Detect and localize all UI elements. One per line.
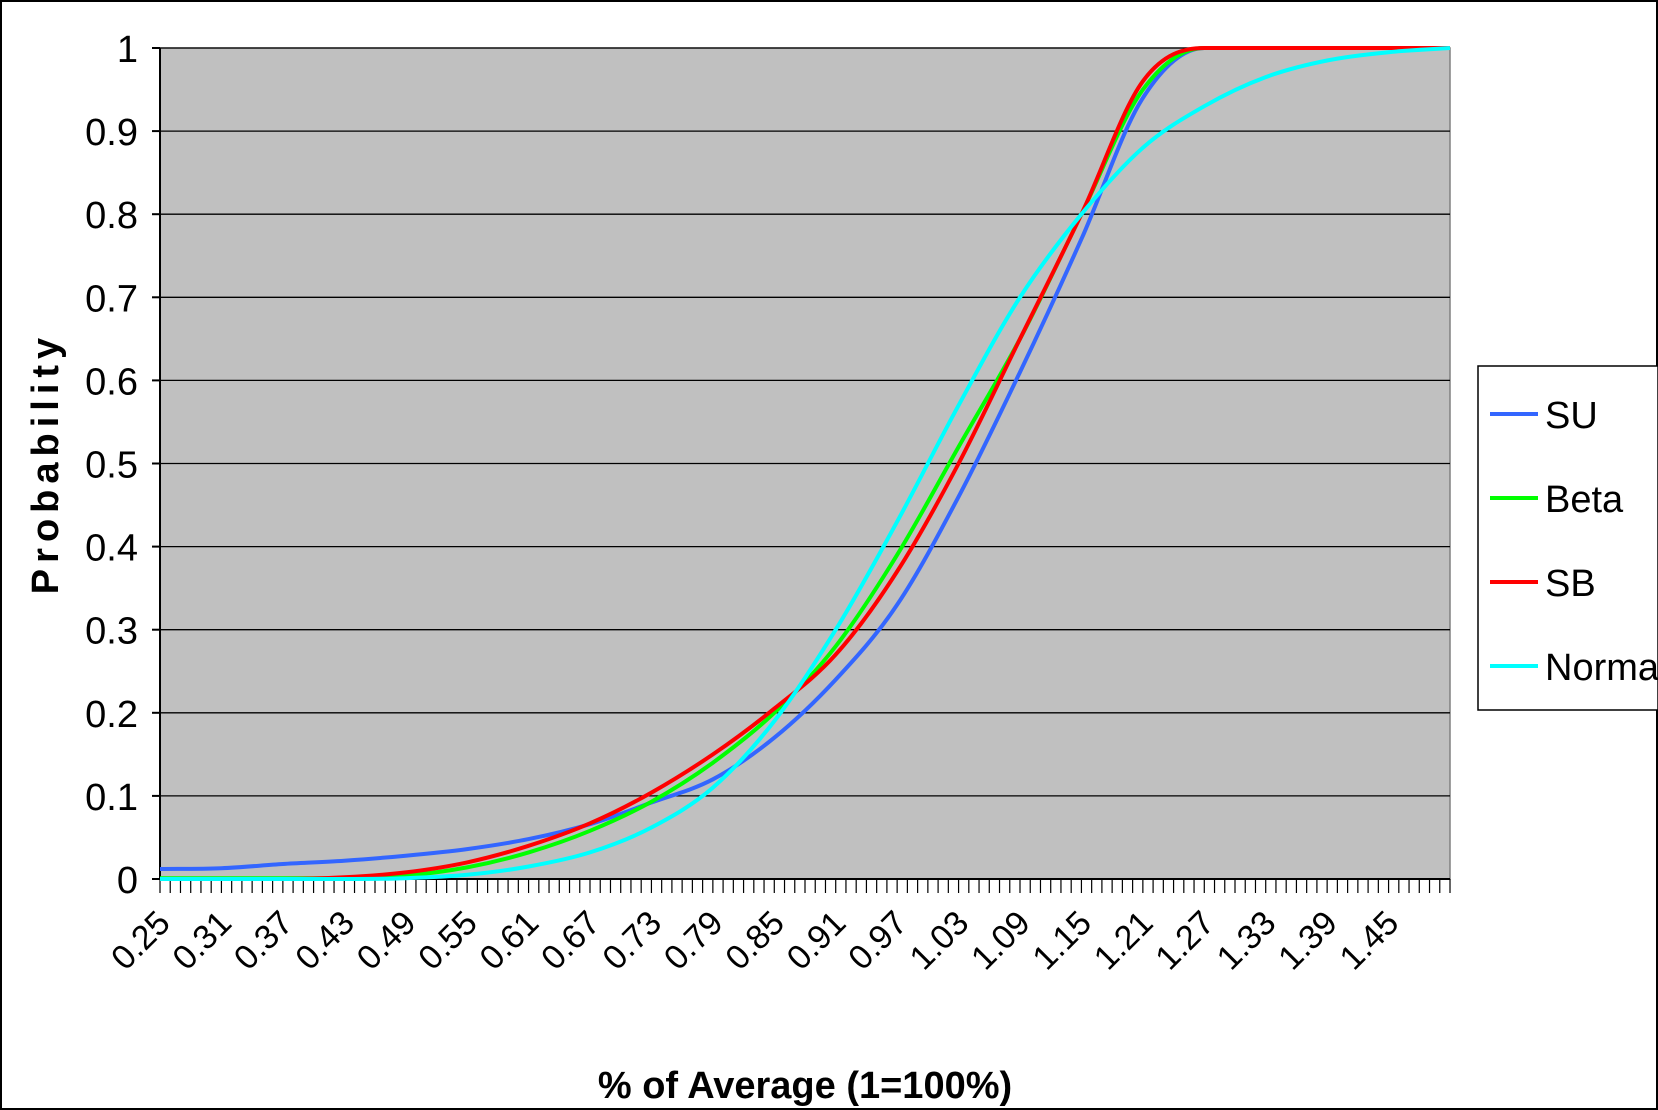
y-tick-label: 0.1 — [85, 777, 138, 819]
y-axis-ticks: 0 0.1 0.2 0.3 0.4 0.5 0.6 0.7 0.8 0.9 1 — [85, 29, 160, 902]
legend-label-normal: Normal — [1545, 647, 1658, 689]
y-tick-label: 0.8 — [85, 195, 138, 237]
series-lines — [159, 45, 1451, 881]
legend-box — [1477, 365, 1658, 711]
y-tick-label: 0.7 — [85, 278, 138, 320]
y-axis-title: Probability — [25, 332, 67, 594]
y-tick-label: 1 — [117, 29, 138, 71]
y-tick-label: 0.3 — [85, 611, 138, 653]
x-axis-title: % of Average (1=100%) — [598, 1065, 1012, 1107]
y-tick-label: 0.4 — [85, 528, 138, 570]
y-tick-label: 0.6 — [85, 361, 138, 403]
series-line-sb — [160, 45, 1450, 881]
legend: SU Beta SB Normal — [1477, 365, 1658, 711]
legend-label-su: SU — [1545, 395, 1598, 437]
y-tick-label: 0.5 — [85, 445, 138, 487]
legend-label-sb: SB — [1545, 563, 1596, 605]
x-axis-minor-ticks — [159, 879, 1451, 893]
y-tick-label: 0.2 — [85, 694, 138, 736]
y-tick-label: 0 — [117, 860, 138, 902]
legend-label-beta: Beta — [1545, 479, 1624, 521]
y-tick-label: 0.9 — [85, 112, 138, 154]
series-line-normal — [160, 46, 1451, 881]
